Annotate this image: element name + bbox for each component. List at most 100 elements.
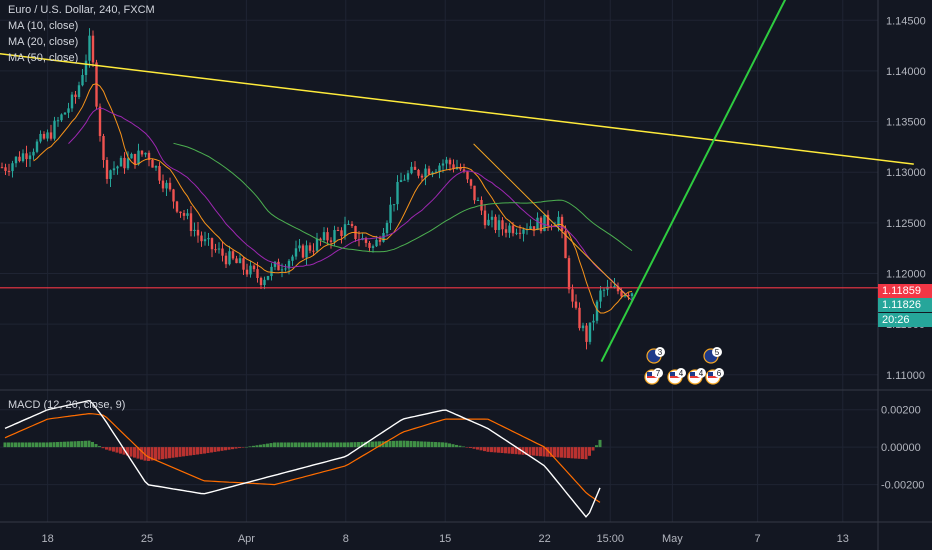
macd-hist-bar (199, 447, 203, 455)
macd-hist-bar (168, 447, 171, 459)
candle-body (515, 232, 518, 234)
macd-hist-bar (339, 442, 343, 448)
macd-hist-bar (553, 447, 556, 458)
macd-hist-bar (385, 441, 388, 448)
macd-hist-bar (441, 442, 444, 448)
event-markers[interactable]: 3 5 7 4 4 6 (644, 347, 724, 385)
candle-body (207, 238, 210, 240)
candle-body (158, 165, 161, 181)
candle-body (347, 223, 350, 225)
candle-body (116, 166, 119, 169)
macd-hist-bar (318, 442, 322, 448)
macd-hist-bar (367, 441, 371, 448)
candle-body (476, 199, 480, 201)
candle-body (599, 290, 602, 302)
macd-hist-bar (476, 447, 479, 450)
event-count-badge (712, 347, 722, 357)
symbol-title[interactable]: Euro / U.S. Dollar, 240, FXCM (8, 4, 155, 16)
candle-body (63, 112, 67, 115)
time-tick-label: 7 (755, 533, 761, 545)
time-tick-label: 22 (538, 533, 550, 545)
macd-hist-bar (196, 447, 199, 455)
event-count-badge (676, 368, 686, 378)
candle-body (39, 133, 42, 142)
macd-hist-bar (56, 442, 59, 448)
drawings[interactable] (0, 0, 914, 363)
candle-body (217, 248, 221, 250)
candle-body (574, 301, 578, 308)
macd-hist-bar (129, 447, 133, 457)
candle-body (154, 165, 158, 168)
legend-ma20[interactable]: MA (20, close) (8, 36, 79, 48)
candle-body (130, 153, 133, 159)
candle-body (326, 232, 329, 241)
candle-body (490, 216, 494, 220)
candle-body (396, 181, 399, 205)
us-flag-stripe (708, 376, 718, 378)
macd-hist-bar (24, 442, 28, 448)
candle-body (630, 293, 634, 297)
macd-hist-bar (584, 447, 588, 460)
macd-hist-bar (119, 447, 122, 454)
macd-hist-bar (35, 442, 38, 448)
candle-body (119, 157, 123, 167)
macd-hist-bar (213, 447, 217, 452)
candles (0, 28, 634, 350)
price-tick-label: 1.12500 (886, 218, 926, 230)
macd-hist-bar (231, 447, 234, 450)
macd-hist-bar (185, 447, 189, 456)
macd-hist-bar (570, 447, 574, 459)
macd-hist-bar (311, 442, 315, 448)
legend-ma10[interactable]: MA (10, close) (8, 20, 79, 32)
macd-hist-bar (7, 442, 10, 448)
macd-hist-bar (161, 447, 164, 460)
time-tick-label: 18 (41, 533, 53, 545)
candle-body (84, 60, 88, 75)
us-flag-stripe (690, 376, 700, 378)
event-count-badge (655, 347, 665, 357)
candle-body (522, 229, 525, 234)
candle-body (182, 213, 186, 216)
macd-hist-bar (357, 442, 360, 448)
candle-body (508, 225, 511, 233)
macd-hist-bar (31, 442, 35, 448)
macd-hist-bar (549, 447, 553, 457)
macd-title[interactable]: MACD (12, 26, close, 9) (8, 399, 126, 411)
macd-tick-label: -0.00200 (881, 480, 924, 492)
candle-body (340, 230, 343, 237)
legend-ma50[interactable]: MA (50, close) (8, 52, 79, 64)
macd-hist-bar (217, 447, 220, 452)
candle-body (60, 114, 63, 121)
candle-body (81, 74, 84, 86)
macd-hist-bar (525, 447, 528, 456)
macd-hist-bar (108, 447, 112, 451)
macd-hist-bar (21, 442, 24, 448)
candle-body (193, 229, 196, 232)
candle-body (4, 167, 7, 171)
macd-hist-bar (556, 447, 560, 458)
axes[interactable]: 1.14500 1.14000 1.13500 1.13000 1.12500 1.120… (41, 15, 925, 545)
candle-body (389, 204, 392, 223)
candle-body (602, 289, 606, 291)
macd-hist-bar (455, 444, 458, 448)
candle-body (546, 214, 550, 227)
candle-body (494, 216, 497, 230)
macd-hist-bar (77, 441, 80, 448)
candle-body (140, 150, 144, 155)
price-tick-label: 1.13000 (886, 167, 926, 179)
candle-body (91, 35, 95, 63)
time-tick-label: 25 (141, 533, 153, 545)
last-price-badge: 1.11859 (878, 284, 932, 298)
candle-body (294, 248, 298, 257)
macd-hist-bar (595, 445, 598, 448)
macd-hist-bar (469, 447, 472, 449)
candle-body (543, 214, 546, 232)
macd-hist-bar (301, 442, 304, 448)
candle-body (235, 258, 238, 264)
macd-hist-bar (38, 442, 42, 448)
candle-body (280, 269, 284, 271)
candle-body (242, 258, 245, 270)
